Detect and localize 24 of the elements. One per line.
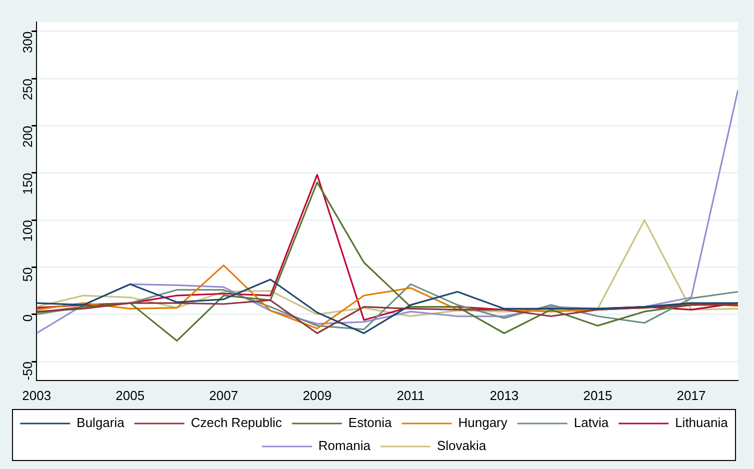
legend-label: Romania xyxy=(318,438,372,454)
x-tick-label: 2015 xyxy=(583,388,612,403)
y-tick-label: 300 xyxy=(20,31,36,54)
y-tick-label: 150 xyxy=(20,172,36,195)
y-tick-label: 250 xyxy=(20,78,36,100)
y-tick-label: 200 xyxy=(20,126,36,148)
x-tick-label: 2011 xyxy=(396,388,425,403)
y-tick-label: 50 xyxy=(20,267,36,282)
y-tick-label: 0 xyxy=(20,314,36,322)
y-tick-label: 100 xyxy=(20,220,36,242)
legend-label: Czech Republic xyxy=(190,415,282,430)
legend-label: Bulgaria xyxy=(76,415,126,430)
x-tick-label: 2007 xyxy=(209,388,238,403)
y-tick-label: -50 xyxy=(20,362,36,380)
x-tick-label: 2009 xyxy=(302,388,332,403)
x-tick-label: 2003 xyxy=(22,388,52,403)
legend-label: Lithuania xyxy=(675,415,729,430)
legend-label: Estonia xyxy=(348,415,393,430)
x-tick-label: 2013 xyxy=(490,388,519,403)
legend-label: Hungary xyxy=(458,415,508,430)
x-tick-label: 2017 xyxy=(676,388,706,403)
legend-label: Latvia xyxy=(574,415,610,430)
legend-label: Slovakia xyxy=(436,438,487,454)
x-tick-label: 2005 xyxy=(116,388,145,403)
